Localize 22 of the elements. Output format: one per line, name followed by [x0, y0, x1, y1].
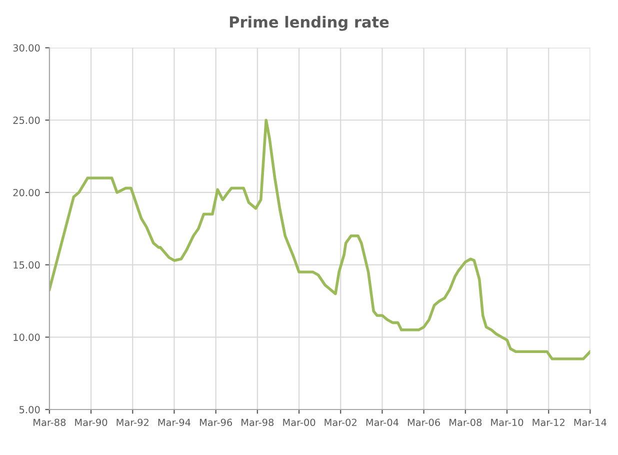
x-tick-label: Mar-88 — [34, 418, 66, 426]
x-tick-label: Mar-10 — [491, 418, 524, 426]
x-tick-label: Mar-08 — [450, 418, 482, 426]
x-tick-label: Mar-92 — [116, 418, 148, 426]
y-tick-label: 20.00 — [13, 188, 40, 196]
y-tick-label: 30.00 — [13, 44, 40, 52]
x-tick-label: Mar-14 — [574, 418, 606, 426]
x-tick-label: Mar-94 — [158, 418, 190, 426]
y-tick-label: 5.00 — [20, 406, 40, 414]
chart-title: Prime lending rate — [230, 16, 389, 31]
line-series — [49, 118, 590, 360]
x-tick-label: Mar-96 — [200, 418, 232, 426]
x-tick-label: Mar-12 — [532, 418, 564, 426]
y-tick-label: 25.00 — [13, 116, 40, 124]
x-tick-label: Mar-04 — [366, 418, 398, 426]
x-tick-label: Mar-98 — [242, 418, 274, 426]
x-tick-label: Mar-02 — [324, 418, 356, 426]
y-tick-label: 10.00 — [14, 334, 40, 341]
x-tick-label: Mar-90 — [75, 418, 108, 426]
x-tick-label: Mar-00 — [283, 418, 316, 426]
y-tick-label: 15.00 — [14, 261, 40, 269]
x-tick-label: Mar-06 — [408, 418, 440, 426]
